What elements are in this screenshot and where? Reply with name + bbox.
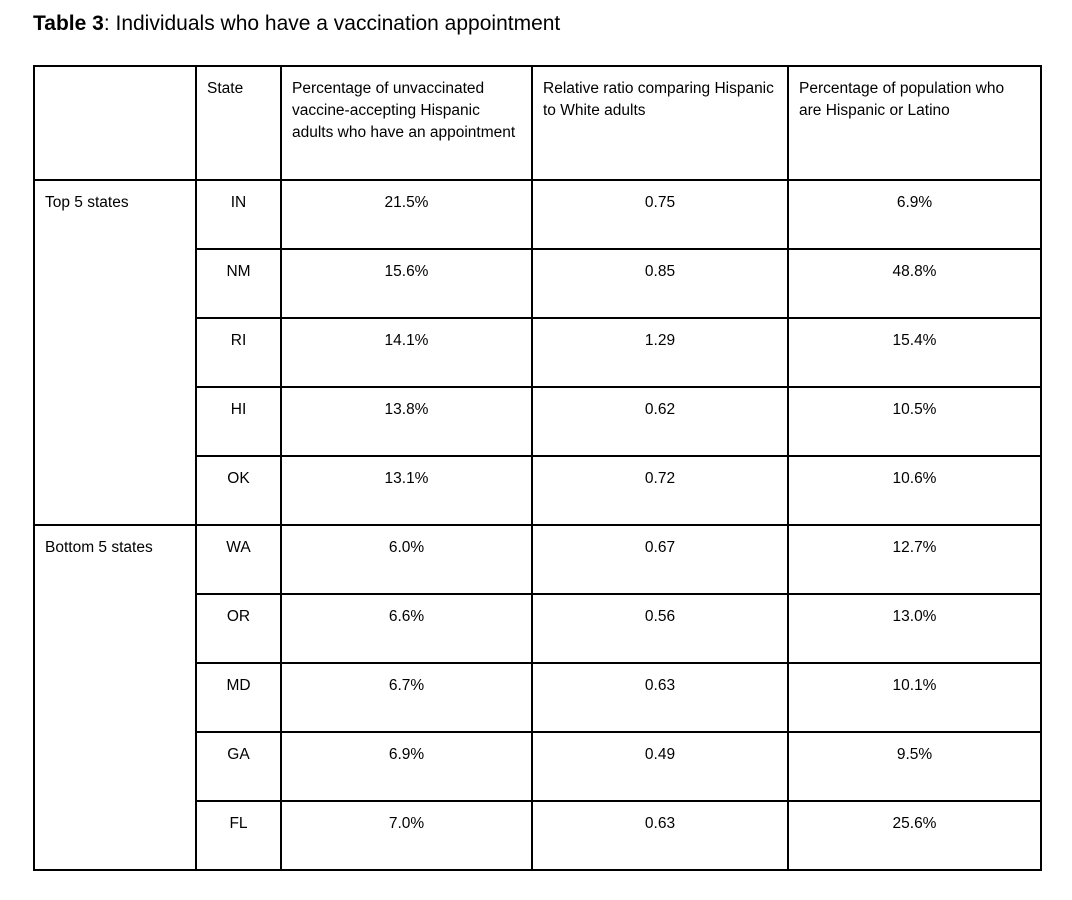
pct-appointment-cell: 6.6% [280,593,533,664]
header-row: State Percentage of unvaccinated vaccine… [33,65,1042,181]
table-row: FL 7.0% 0.63 25.6% [34,800,1042,871]
relative-ratio-cell: 0.85 [531,248,789,319]
table-row: GA 6.9% 0.49 9.5% [34,731,1042,802]
pct-population-cell: 6.9% [787,179,1042,250]
relative-ratio-cell: 0.67 [531,524,789,595]
state-cell: GA [195,731,282,802]
table-row: Top 5 states IN 21.5% 0.75 6.9% [33,179,1042,526]
pct-appointment-cell: 15.6% [280,248,533,319]
header-pct-population: Percentage of population who are Hispani… [787,65,1042,181]
pct-population-cell: 9.5% [787,731,1042,802]
header-state: State [195,65,282,181]
table-caption: Table 3: Individuals who have a vaccinat… [33,11,560,36]
table-caption-label: Table 3 [33,12,104,35]
header-relative-ratio: Relative ratio comparing Hispanic to Whi… [531,65,789,181]
state-cell: OR [195,593,282,664]
group-label-bottom-5-states: Bottom 5 states [33,524,197,871]
pct-appointment-cell: 6.9% [280,731,533,802]
state-cell: NM [195,248,282,319]
pct-appointment-cell: 21.5% [280,179,533,250]
state-cell: RI [195,317,282,388]
pct-appointment-cell: 6.7% [280,662,533,733]
table-row: RI 14.1% 1.29 15.4% [34,317,1042,388]
pct-appointment-cell: 13.8% [280,386,533,457]
state-cell: IN [195,179,282,250]
table-row: HI 13.8% 0.62 10.5% [34,386,1042,457]
pct-appointment-cell: 14.1% [280,317,533,388]
relative-ratio-cell: 0.72 [531,455,789,526]
table-row: NM 15.6% 0.85 48.8% [34,248,1042,319]
state-cell: MD [195,662,282,733]
relative-ratio-cell: 0.56 [531,593,789,664]
pct-appointment-cell: 7.0% [280,800,533,871]
table-row: Bottom 5 states WA 6.0% 0.67 12.7% [33,524,1042,871]
header-corner-cell [33,65,197,181]
pct-population-cell: 12.7% [787,524,1042,595]
pct-population-cell: 48.8% [787,248,1042,319]
table-row: MD 6.7% 0.63 10.1% [34,662,1042,733]
relative-ratio-cell: 0.62 [531,386,789,457]
table-caption-text: : Individuals who have a vaccination app… [103,12,561,35]
header-pct-appointment: Percentage of unvaccinated vaccine-accep… [280,65,533,181]
relative-ratio-cell: 0.75 [531,179,789,250]
relative-ratio-cell: 0.63 [531,800,789,871]
pct-population-cell: 10.5% [787,386,1042,457]
state-cell: FL [195,800,282,871]
relative-ratio-cell: 0.63 [531,662,789,733]
pct-population-cell: 15.4% [787,317,1042,388]
pct-population-cell: 25.6% [787,800,1042,871]
group-label-top-5-states: Top 5 states [33,179,197,526]
relative-ratio-cell: 1.29 [531,317,789,388]
state-cell: HI [195,386,282,457]
state-cell: OK [195,455,282,526]
pct-population-cell: 10.1% [787,662,1042,733]
relative-ratio-cell: 0.49 [531,731,789,802]
table-row: OR 6.6% 0.56 13.0% [34,593,1042,664]
state-cell: WA [195,524,282,595]
pct-appointment-cell: 13.1% [280,455,533,526]
pct-appointment-cell: 6.0% [280,524,533,595]
pct-population-cell: 10.6% [787,455,1042,526]
vaccination-appointment-table: State Percentage of unvaccinated vaccine… [33,65,1042,871]
pct-population-cell: 13.0% [787,593,1042,664]
table-row: OK 13.1% 0.72 10.6% [34,455,1042,526]
